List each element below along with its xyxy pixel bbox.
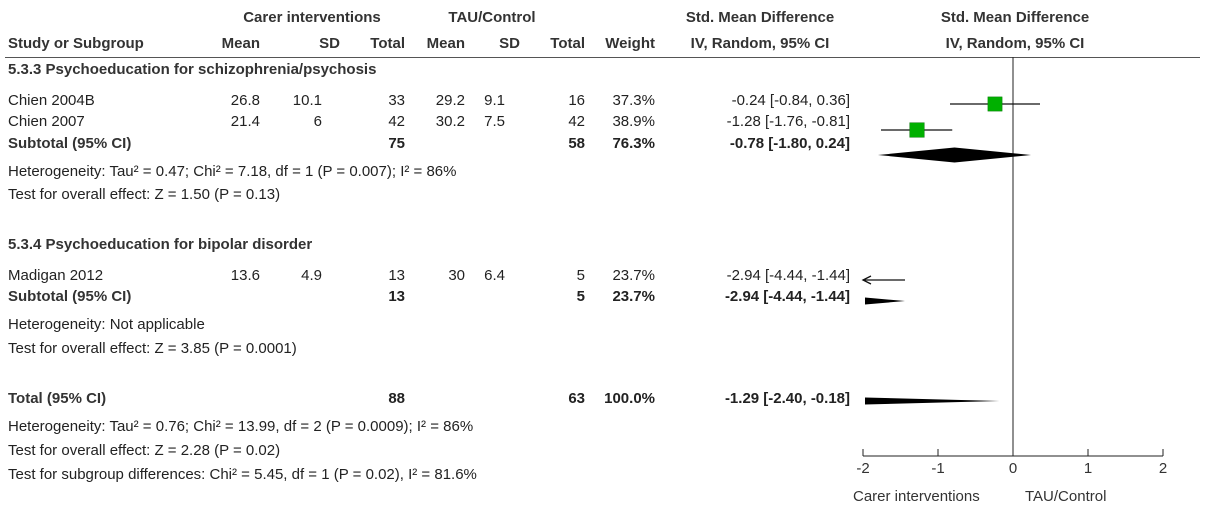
col-sd2-header: SD — [499, 35, 520, 52]
group1-header: Carer interventions — [243, 9, 381, 26]
sd2: 6.4 — [484, 267, 505, 284]
x-tick-label: -2 — [856, 460, 869, 477]
subtotal-weight: 76.3% — [612, 135, 655, 152]
total-heterogeneity-text: Heterogeneity: Tau² = 0.76; Chi² = 13.99… — [8, 418, 474, 435]
summary-diamond — [865, 397, 1000, 405]
summary-diamond — [878, 147, 1031, 163]
mean2: 30 — [448, 267, 465, 284]
col-mean2-header: Mean — [426, 35, 465, 52]
x-tick-label: -1 — [931, 460, 944, 477]
subtotal-total2: 5 — [576, 288, 585, 305]
axis-label-left: Carer interventions — [853, 488, 980, 505]
col-sd1-header: SD — [319, 35, 340, 52]
subtotal-total2: 58 — [568, 135, 585, 152]
total-weight: 100.0% — [604, 390, 655, 407]
study-name: Chien 2007 — [8, 113, 85, 130]
sd1: 4.9 — [301, 267, 322, 284]
sd2: 7.5 — [484, 113, 505, 130]
ci: -0.24 [-0.84, 0.36] — [731, 92, 850, 109]
ci: -2.94 [-4.44, -1.44] — [726, 267, 850, 284]
heterogeneity-text: Heterogeneity: Not applicable — [8, 316, 205, 333]
total1: 33 — [388, 92, 405, 109]
col-total1-header: Total — [370, 35, 405, 52]
subtotal-label: Subtotal (95% CI) — [8, 288, 132, 305]
col-study-header: Study or Subgroup — [8, 35, 144, 52]
x-tick-label: 1 — [1084, 460, 1092, 477]
total2: 5 — [576, 267, 585, 284]
col-method-header: IV, Random, 95% CI — [690, 35, 830, 52]
col-total2-header: Total — [550, 35, 585, 52]
total2: 16 — [568, 92, 585, 109]
x-tick-label: 0 — [1009, 460, 1017, 477]
total1: 13 — [388, 267, 405, 284]
mean2: 29.2 — [435, 92, 465, 109]
total1: 42 — [388, 113, 405, 130]
sd1: 6 — [313, 113, 322, 130]
mean1: 13.6 — [230, 267, 260, 284]
total-total2: 63 — [568, 390, 585, 407]
subtotal-ci: -2.94 [-4.44, -1.44] — [724, 288, 850, 305]
col-method-plot-header: IV, Random, 95% CI — [945, 35, 1085, 52]
total-overall-effect-text: Test for overall effect: Z = 2.28 (P = 0… — [8, 442, 281, 459]
total2: 42 — [568, 113, 585, 130]
mean2: 30.2 — [435, 113, 465, 130]
sd1: 10.1 — [292, 92, 322, 109]
total-total1: 88 — [388, 390, 405, 407]
subgroup-differences-text: Test for subgroup differences: Chi² = 5.… — [8, 466, 477, 483]
mean1: 21.4 — [230, 113, 260, 130]
ci: -1.28 [-1.76, -0.81] — [726, 113, 850, 130]
heterogeneity-text: Heterogeneity: Tau² = 0.47; Chi² = 7.18,… — [8, 163, 457, 180]
x-tick-label: 2 — [1159, 460, 1167, 477]
subtotal-total1: 75 — [388, 135, 405, 152]
weight: 23.7% — [612, 267, 655, 284]
subtotal-ci: -0.78 [-1.80, 0.24] — [729, 135, 850, 152]
study-name: Chien 2004B — [8, 92, 95, 109]
smd-header: Std. Mean Difference — [685, 9, 835, 26]
mean1: 26.8 — [230, 92, 260, 109]
subgroup-title: 5.3.3 Psychoeducation for schizophrenia/… — [8, 61, 377, 78]
total-ci: -1.29 [-2.40, -0.18] — [724, 390, 850, 407]
col-mean1-header: Mean — [221, 35, 260, 52]
overall-effect-text: Test for overall effect: Z = 1.50 (P = 0… — [8, 186, 281, 203]
smd-plot-header: Std. Mean Difference — [940, 9, 1090, 26]
subtotal-label: Subtotal (95% CI) — [8, 135, 132, 152]
total-label: Total (95% CI) — [8, 390, 107, 407]
study-name: Madigan 2012 — [8, 267, 104, 284]
study-point — [987, 96, 1003, 112]
weight: 38.9% — [612, 113, 655, 130]
group2-header: TAU/Control — [448, 9, 536, 26]
summary-diamond — [865, 297, 905, 305]
overall-effect-text: Test for overall effect: Z = 3.85 (P = 0… — [8, 340, 297, 357]
subgroup-title: 5.3.4 Psychoeducation for bipolar disord… — [8, 236, 313, 253]
header-rule — [5, 57, 1200, 58]
study-point — [909, 122, 925, 138]
axis-label-right: TAU/Control — [1025, 488, 1107, 505]
col-weight-header: Weight — [605, 35, 655, 52]
sd2: 9.1 — [484, 92, 505, 109]
subtotal-total1: 13 — [388, 288, 405, 305]
subtotal-weight: 23.7% — [612, 288, 655, 305]
ci-arrow-left — [861, 275, 872, 285]
weight: 37.3% — [612, 92, 655, 109]
